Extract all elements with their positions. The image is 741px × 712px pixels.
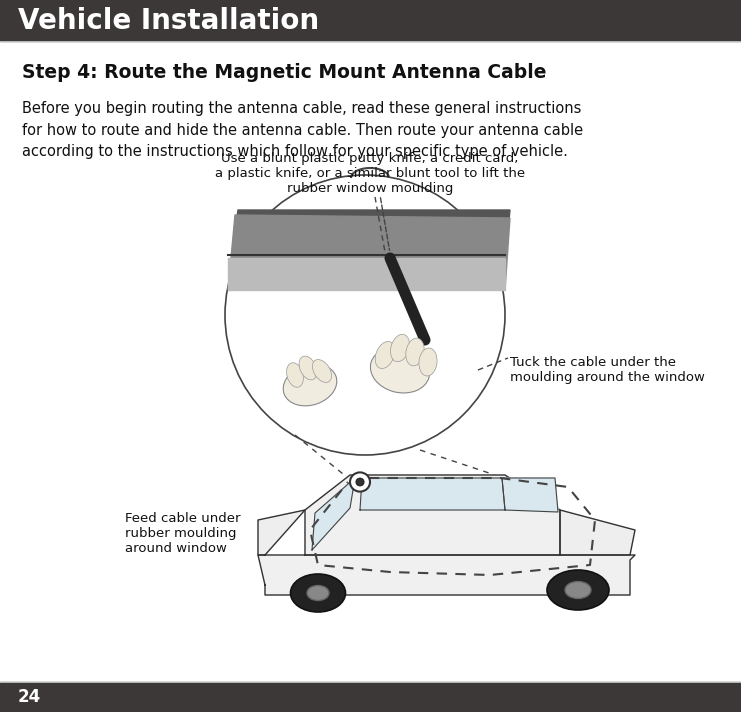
Polygon shape	[502, 478, 558, 512]
Polygon shape	[258, 510, 305, 555]
Circle shape	[356, 478, 364, 486]
Ellipse shape	[565, 582, 591, 599]
Circle shape	[350, 472, 370, 491]
Bar	[0, 0, 741, 41]
Bar	[0, 682, 741, 712]
Ellipse shape	[290, 574, 345, 612]
Text: Before you begin routing the antenna cable, read these general instructions
for : Before you begin routing the antenna cab…	[22, 101, 583, 159]
Ellipse shape	[313, 360, 331, 382]
Polygon shape	[560, 510, 635, 555]
Ellipse shape	[419, 348, 437, 376]
Ellipse shape	[547, 570, 609, 610]
Text: Vehicle Installation: Vehicle Installation	[18, 6, 319, 35]
Ellipse shape	[370, 347, 430, 393]
Ellipse shape	[225, 175, 505, 455]
Polygon shape	[312, 478, 355, 550]
Text: Use a blunt plastic putty knife, a credit card,
a plastic knife, or a similar bl: Use a blunt plastic putty knife, a credi…	[215, 152, 525, 195]
Text: 24: 24	[18, 688, 41, 706]
Polygon shape	[305, 475, 560, 555]
Ellipse shape	[391, 335, 410, 362]
Text: Tuck the cable under the
moulding around the window: Tuck the cable under the moulding around…	[510, 356, 705, 384]
Ellipse shape	[406, 338, 424, 366]
Polygon shape	[360, 478, 505, 510]
Ellipse shape	[287, 362, 303, 387]
Ellipse shape	[299, 356, 317, 380]
Ellipse shape	[375, 342, 395, 369]
Text: Feed cable under
rubber moulding
around window: Feed cable under rubber moulding around …	[125, 511, 241, 555]
Polygon shape	[228, 215, 510, 290]
Polygon shape	[228, 258, 505, 290]
Ellipse shape	[307, 585, 329, 600]
Polygon shape	[258, 555, 635, 595]
Text: Step 4: Route the Magnetic Mount Antenna Cable: Step 4: Route the Magnetic Mount Antenna…	[22, 63, 547, 83]
Ellipse shape	[283, 364, 337, 406]
Polygon shape	[235, 210, 510, 230]
